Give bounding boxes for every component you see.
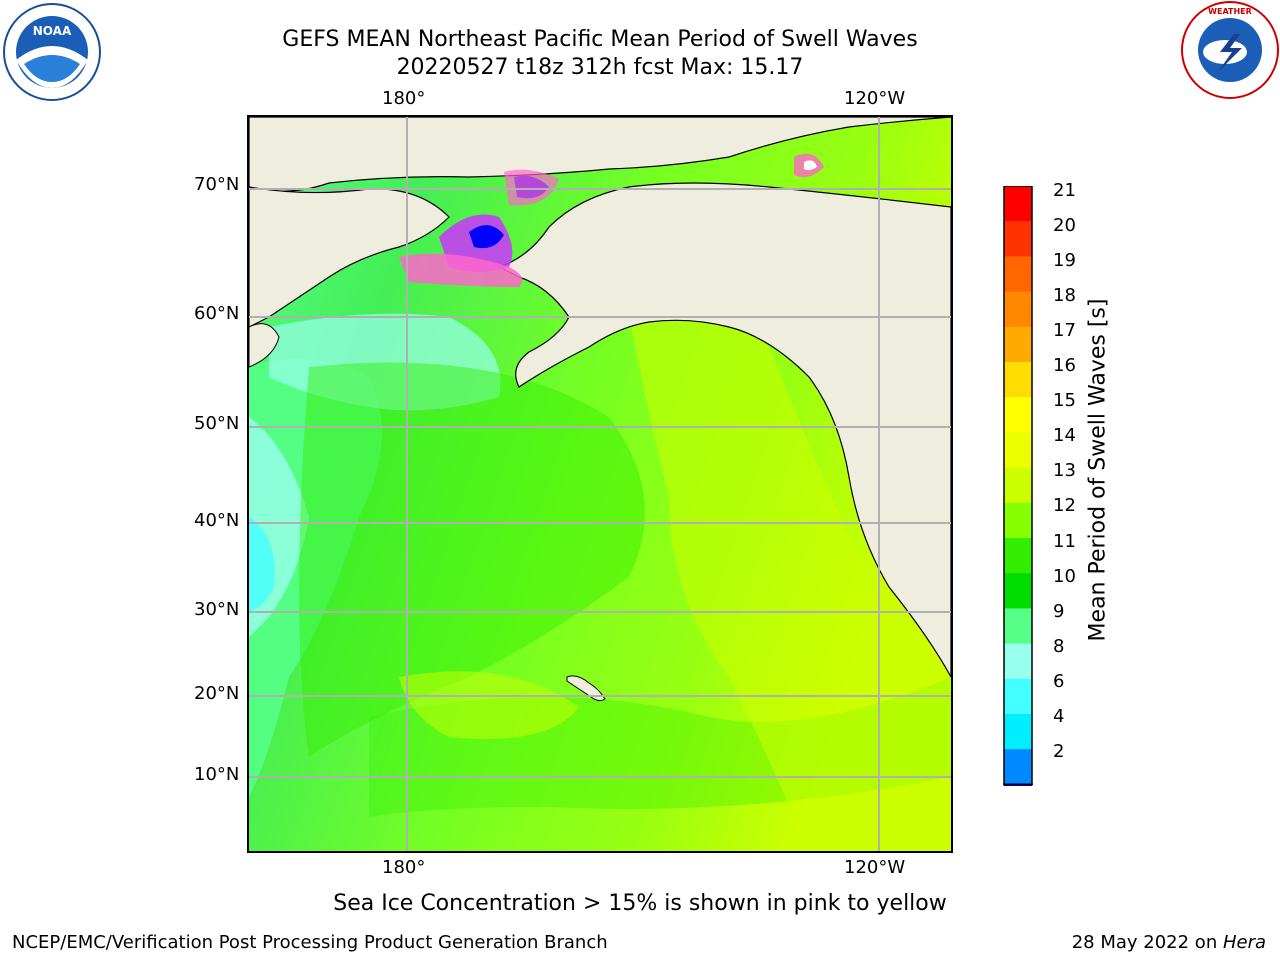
colorbar-tick-4: 4 xyxy=(1053,706,1065,727)
chart-title: GEFS MEAN Northeast Pacific Mean Period … xyxy=(282,27,918,52)
ocean-cool-patch-2 xyxy=(249,517,275,612)
hawaii-islands xyxy=(566,675,606,702)
colorbar-segment xyxy=(1004,714,1032,750)
colorbar-segment xyxy=(1004,291,1032,328)
colorbar-tick-6: 6 xyxy=(1053,671,1065,692)
lat-label-30n: 30°N xyxy=(194,599,240,620)
colorbar-segment xyxy=(1004,573,1032,609)
colorbar-segment xyxy=(1004,362,1032,398)
lon-label-bottom-180: 180° xyxy=(382,857,426,878)
colorbar-border xyxy=(1003,186,1033,786)
colorbar-segment xyxy=(1004,502,1032,539)
siberia-land xyxy=(249,186,450,328)
footer-date-text: 28 May 2022 on xyxy=(1071,932,1223,953)
ocean-yellow-patch xyxy=(399,671,579,739)
colorbar-tick-9: 9 xyxy=(1053,601,1065,622)
colorbar-tick-13: 13 xyxy=(1053,460,1076,481)
colorbar-segment xyxy=(1004,678,1032,715)
colorbar-segment xyxy=(1004,397,1032,433)
lat-label-10n: 10°N xyxy=(194,764,240,785)
colorbar-tick-14: 14 xyxy=(1053,425,1076,446)
sea-ice-note: Sea Ice Concentration > 15% is shown in … xyxy=(333,891,947,916)
bering-cool-patch xyxy=(269,313,501,411)
colorbar-tick-17: 17 xyxy=(1053,320,1076,341)
colorbar-tick-19: 19 xyxy=(1053,250,1076,271)
footer-machine: Hera xyxy=(1222,932,1266,953)
colorbar-segment xyxy=(1004,749,1032,785)
sea-ice-beaufort-core xyxy=(804,160,817,171)
colorbar-segment xyxy=(1004,326,1032,363)
sea-ice-north xyxy=(504,169,559,206)
sea-ice-chukchi xyxy=(399,253,523,287)
ocean-green-band xyxy=(299,362,645,757)
colorbar-tick-8: 8 xyxy=(1053,636,1065,657)
colorbar-segment xyxy=(1004,256,1032,293)
lat-label-50n: 50°N xyxy=(194,413,240,434)
colorbar-segment xyxy=(1004,467,1032,504)
lon-label-top-120w: 120°W xyxy=(844,88,906,109)
colorbar-segment xyxy=(1004,608,1032,645)
nws-logo: WEATHER xyxy=(1181,1,1279,99)
svg-text:NOAA: NOAA xyxy=(33,24,72,38)
nws-logo-text: WEATHER xyxy=(1208,7,1252,16)
lat-label-70n: 70°N xyxy=(194,174,240,195)
colorbar-tick-10: 10 xyxy=(1053,566,1076,587)
kamchatka-land xyxy=(249,323,280,368)
arctic-land xyxy=(249,117,951,192)
colorbar-tick-12: 12 xyxy=(1053,495,1076,516)
colorbar-tick-2: 2 xyxy=(1053,741,1065,762)
colorbar-tick-15: 15 xyxy=(1053,390,1076,411)
map-canvas xyxy=(249,117,951,851)
colorbar-tick-11: 11 xyxy=(1053,531,1076,552)
footer-date: 28 May 2022 on Hera xyxy=(1072,932,1266,953)
lat-label-60n: 60°N xyxy=(194,303,240,324)
lon-label-bottom-120w: 120°W xyxy=(844,857,906,878)
ocean-yellow-east xyxy=(629,315,951,851)
colorbar-segment xyxy=(1004,432,1032,469)
lat-label-20n: 20°N xyxy=(194,683,240,704)
footer-credit: NCEP/EMC/Verification Post Processing Pr… xyxy=(12,932,608,953)
north-america-land xyxy=(497,182,951,678)
colorbar-label: Mean Period of Swell Waves [s] xyxy=(1085,298,1111,642)
sea-ice-core xyxy=(469,225,504,249)
lat-label-40n: 40°N xyxy=(194,510,240,531)
colorbar-segment xyxy=(1004,538,1032,574)
noaa-logo: NOAA xyxy=(3,3,101,101)
map-panel xyxy=(247,115,953,853)
colorbar-tick-16: 16 xyxy=(1053,355,1076,376)
chart-subtitle: 20220527 t18z 312h fcst Max: 15.17 xyxy=(396,55,804,80)
colorbar-tick-18: 18 xyxy=(1053,285,1076,306)
colorbar xyxy=(1002,186,1034,786)
colorbar-segment xyxy=(1004,186,1032,222)
colorbar-segment xyxy=(1004,221,1032,257)
colorbar-tick-21: 21 xyxy=(1053,180,1076,201)
lon-label-top-180: 180° xyxy=(382,88,426,109)
colorbar-segment xyxy=(1004,643,1032,680)
map-gridlines xyxy=(249,117,951,851)
colorbar-tick-20: 20 xyxy=(1053,215,1076,236)
